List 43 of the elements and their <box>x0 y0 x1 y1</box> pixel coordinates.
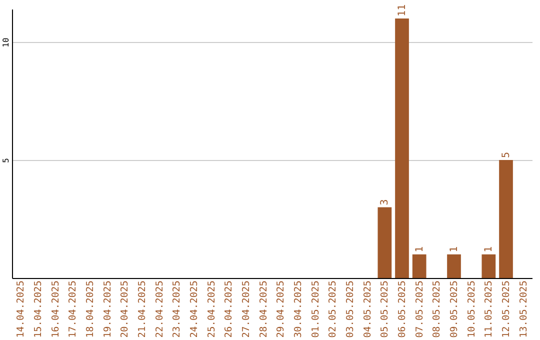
x-tick-label: 29.04.2025 <box>276 280 287 338</box>
bar <box>378 207 392 278</box>
bar <box>447 254 461 278</box>
bar <box>412 254 426 278</box>
x-tick-label: 15.04.2025 <box>33 280 44 338</box>
x-tick-label: 23.04.2025 <box>172 280 183 338</box>
x-tick-label: 08.05.2025 <box>432 280 443 338</box>
x-tick-label: 26.04.2025 <box>224 280 235 338</box>
x-tick-label: 25.04.2025 <box>206 280 218 338</box>
y-tick-label: 10 <box>2 38 10 48</box>
x-tick-label: 13.05.2025 <box>518 280 530 338</box>
data-label: 1 <box>484 246 495 252</box>
data-label: 1 <box>449 246 460 252</box>
x-tick-label: 07.05.2025 <box>414 280 426 338</box>
x-tick-label: 03.05.2025 <box>345 280 356 338</box>
x-tick-label: 18.04.2025 <box>85 280 96 338</box>
x-tick-label: 01.05.2025 <box>310 280 322 338</box>
x-tick-label: 24.04.2025 <box>189 280 200 338</box>
x-tick-label: 04.05.2025 <box>362 280 374 338</box>
x-tick-label: 05.05.2025 <box>380 280 391 338</box>
x-tick-label: 22.04.2025 <box>154 280 166 338</box>
bar <box>482 254 496 278</box>
data-label: 1 <box>414 246 426 252</box>
bar <box>499 160 513 278</box>
x-tick-label: 11.05.2025 <box>484 280 495 338</box>
x-tick-label: 09.05.2025 <box>449 280 460 338</box>
x-tick-label: 28.04.2025 <box>258 280 270 338</box>
x-tick-label: 27.04.2025 <box>241 280 252 338</box>
x-tick-label: 10.05.2025 <box>466 280 478 338</box>
x-tick-label: 30.04.2025 <box>293 280 304 338</box>
x-tick-label: 20.04.2025 <box>120 280 131 338</box>
data-label: 5 <box>501 152 512 158</box>
x-tick-label: 14.04.2025 <box>16 280 27 338</box>
x-tick-label: 21.04.2025 <box>137 280 148 338</box>
x-tick-label: 06.05.2025 <box>397 280 408 338</box>
x-tick-label: 02.05.2025 <box>328 280 339 338</box>
x-tick-label: 12.05.2025 <box>501 280 512 338</box>
x-tick-label: 19.04.2025 <box>102 280 114 338</box>
x-tick-label: 17.04.2025 <box>68 280 79 338</box>
bar <box>395 18 409 278</box>
data-label: 3 <box>380 199 391 206</box>
data-label: 11 <box>397 4 408 16</box>
x-tick-label: 16.04.2025 <box>50 280 62 338</box>
